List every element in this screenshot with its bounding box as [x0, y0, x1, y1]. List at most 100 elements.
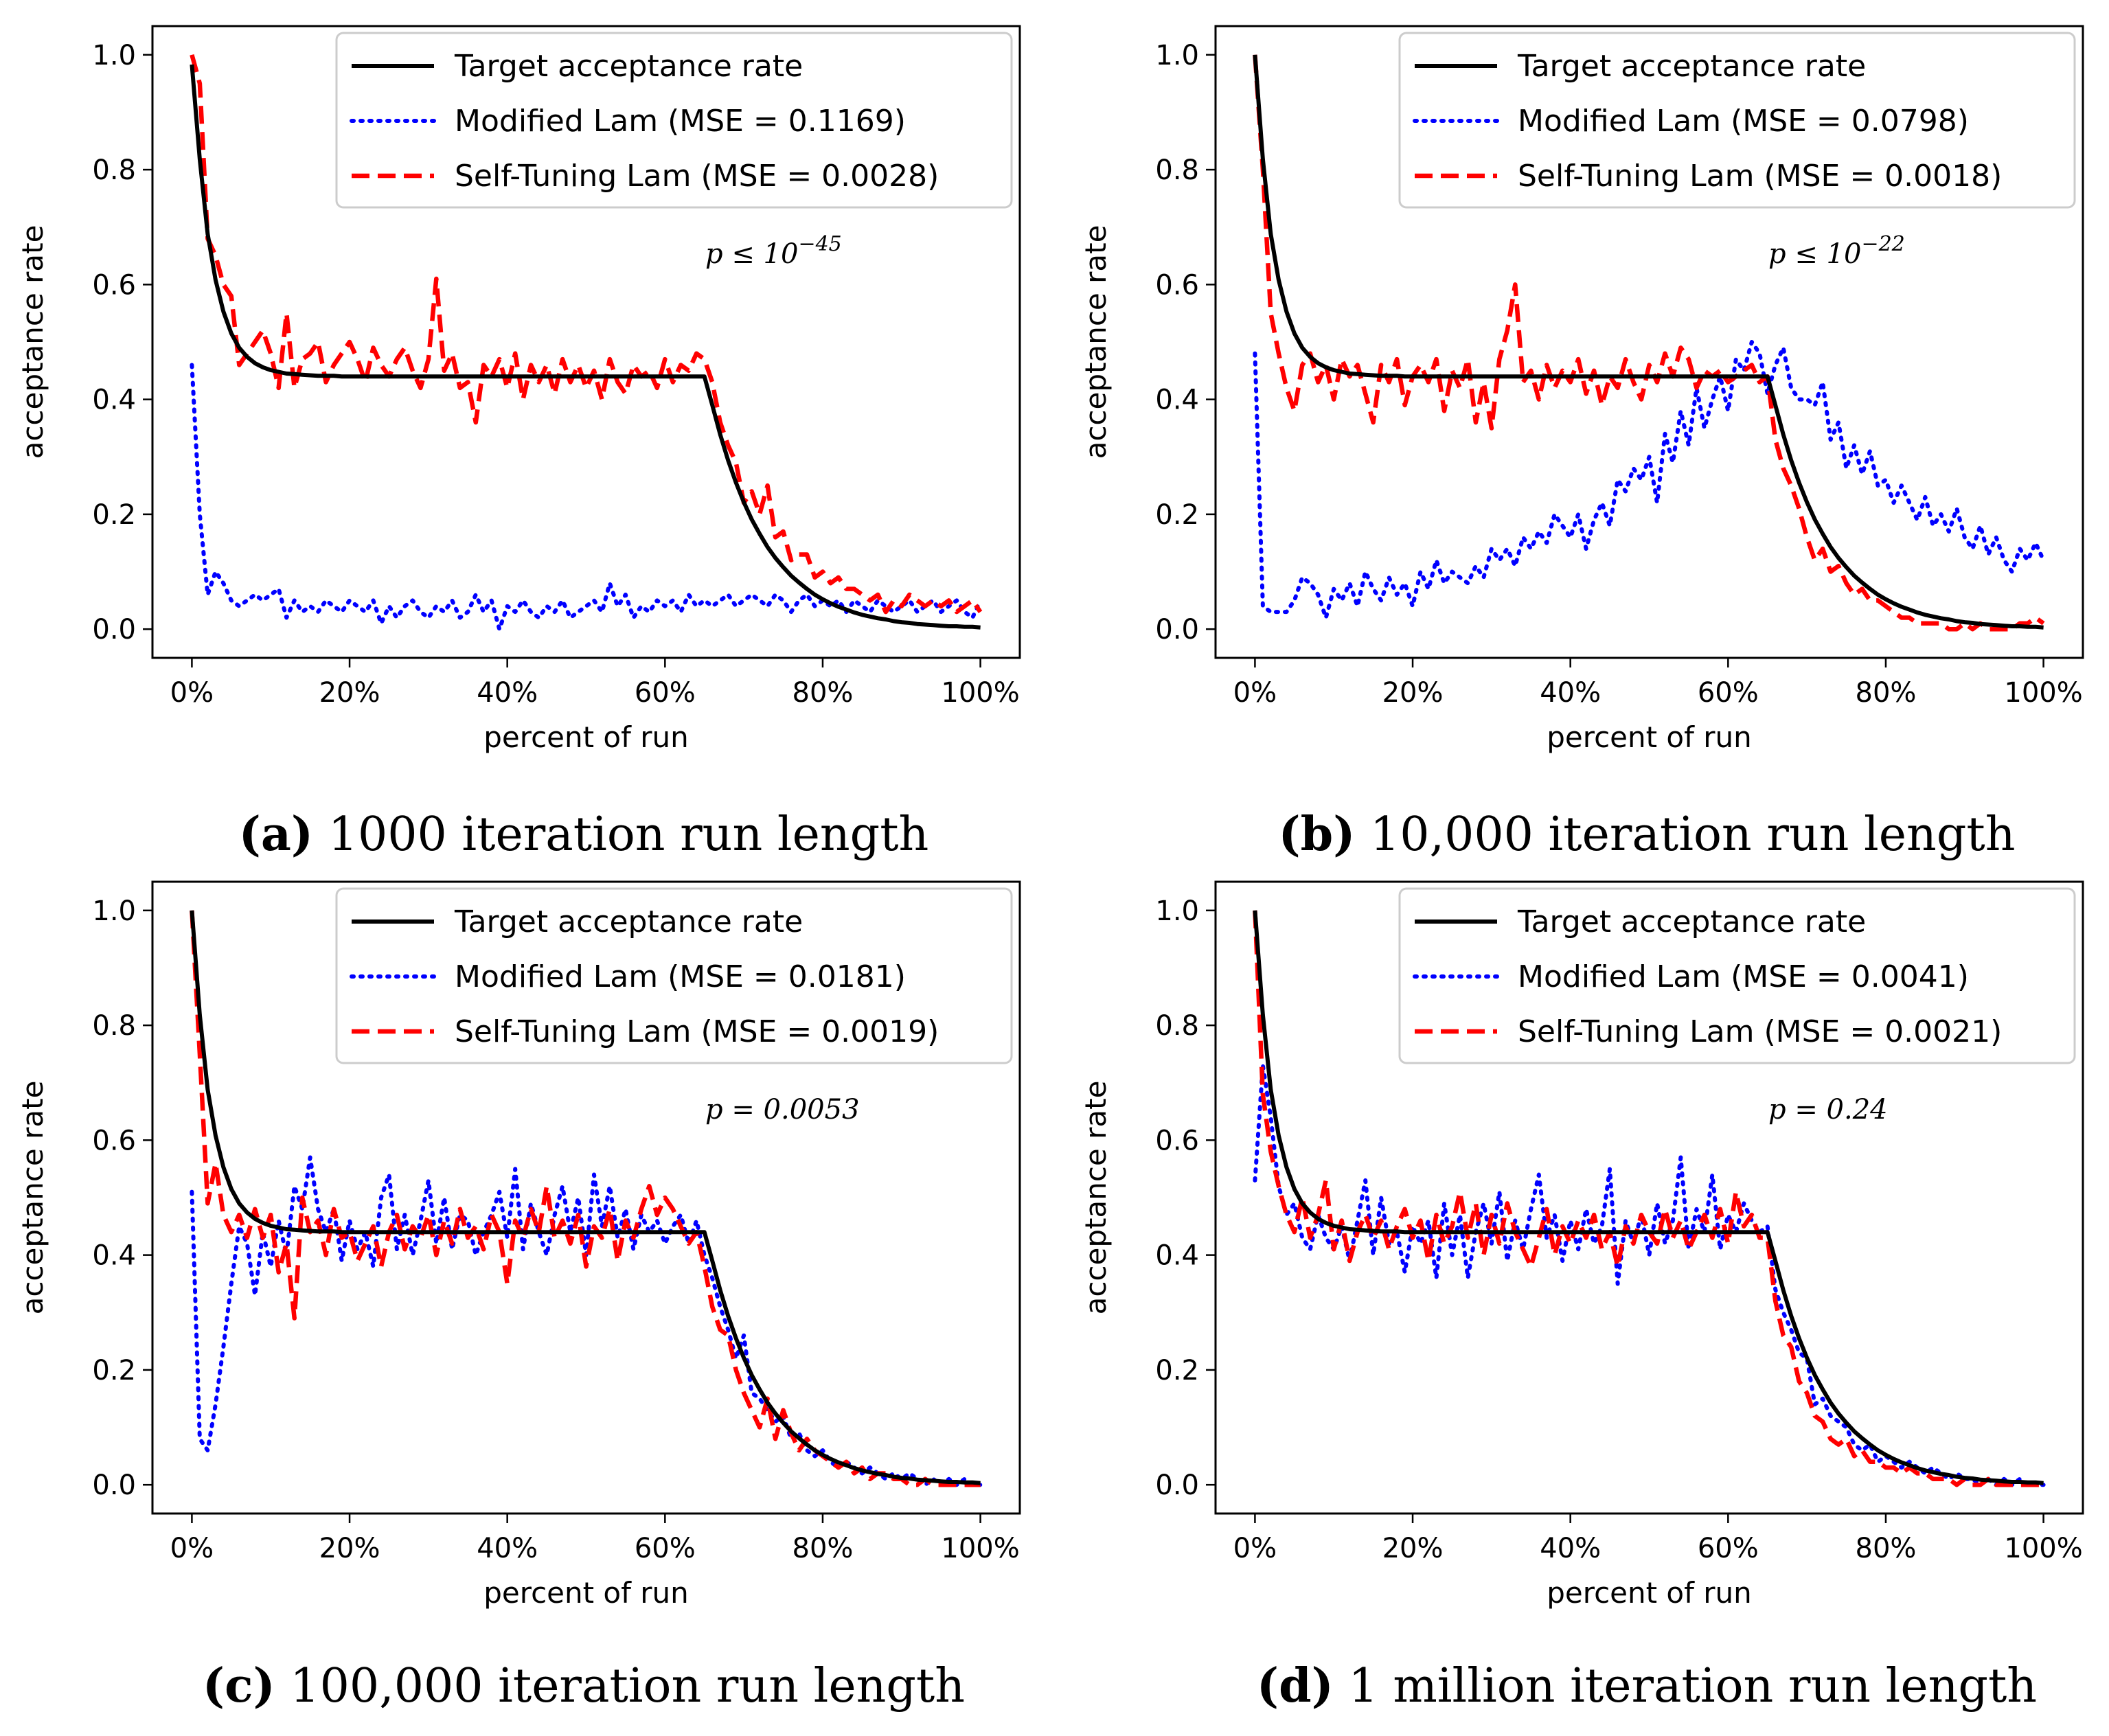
- y-tick-label: 0.0: [92, 614, 136, 646]
- panel-caption: (a) 1000 iteration run length: [239, 807, 929, 862]
- plot-area: [190, 54, 983, 632]
- legend-label: Modified Lam (MSE = 0.0181): [455, 959, 906, 994]
- y-tick-label: 0.2: [1155, 499, 1199, 531]
- chart-panel-a: 0% 20% 40% 60% 80% 100% 0.0 0.2 0.4 0.6 0.8 1.0 perc…: [16, 25, 1021, 862]
- plot-area: [190, 910, 983, 1487]
- y-tick-label: 0.2: [92, 1355, 136, 1386]
- x-tick-label: 80%: [1856, 1533, 1917, 1564]
- y-tick-label: 0.4: [92, 1240, 136, 1272]
- legend-box: [1398, 887, 2076, 1064]
- y-tick-label: 0.0: [1155, 1470, 1199, 1501]
- x-tick-label: 100%: [2004, 1533, 2082, 1564]
- axes-frame: [1214, 880, 2084, 1515]
- chart-panel-d: 0% 20% 40% 60% 80% 100% 0.0 0.2 0.4 0.6 0.8 1.0 perc…: [1079, 880, 2084, 1713]
- x-tick-label: 20%: [319, 1533, 380, 1564]
- panel-caption: (b) 10,000 iteration run length: [1278, 807, 2015, 862]
- target-line-b: [1253, 54, 2044, 630]
- legend-box: [335, 887, 1013, 1064]
- plot-area: [1253, 54, 2046, 632]
- x-tick-label: 60%: [635, 1533, 696, 1564]
- legend-label: Target acceptance rate: [1517, 904, 1866, 939]
- x-tick-label: 0%: [170, 1533, 214, 1564]
- target-line-c: [190, 910, 981, 1485]
- x-axis-label: percent of run: [483, 1576, 689, 1610]
- x-tick-label: 20%: [319, 677, 380, 709]
- chart-panel-b: 0% 20% 40% 60% 80% 100% 0.0 0.2 0.4 0.6 0.8 1.0 perc…: [1079, 25, 2084, 862]
- y-tick-label: 0.2: [1155, 1355, 1199, 1386]
- x-tick-label: 100%: [941, 677, 1019, 709]
- x-tick-label: 60%: [635, 677, 696, 709]
- y-axis-label: acceptance rate: [16, 1081, 49, 1315]
- target-line-a: [190, 64, 981, 630]
- y-tick-label: 0.8: [1155, 1010, 1199, 1042]
- modified-lam-line-d: [1253, 1063, 2046, 1487]
- y-tick-label: 1.0: [1155, 40, 1199, 71]
- y-tick-label: 0.8: [92, 1010, 136, 1042]
- x-tick-label: 0%: [1233, 1533, 1277, 1564]
- y-tick-label: 0.6: [1155, 1125, 1199, 1156]
- legend-label: Modified Lam (MSE = 0.0041): [1518, 959, 1969, 994]
- x-tick-label: 40%: [1540, 1533, 1601, 1564]
- self-tuning-lam-line-a: [190, 54, 983, 615]
- y-tick-label: 0.4: [1155, 1240, 1199, 1272]
- y-tick-label: 0.8: [92, 155, 136, 186]
- legend-label: Self-Tuning Lam (MSE = 0.0028): [455, 159, 939, 194]
- target-line-d: [1253, 910, 2044, 1485]
- x-tick-label: 40%: [1540, 677, 1601, 709]
- panel-caption: (c) 100,000 iteration run length: [203, 1658, 965, 1713]
- x-axis-label: percent of run: [1547, 720, 1752, 754]
- p-value-annotation: p ≤ 10−45: [705, 232, 842, 270]
- axes-frame: [1214, 25, 2084, 659]
- y-tick-label: 0.2: [92, 499, 136, 531]
- y-tick-label: 0.6: [92, 269, 136, 301]
- y-axis-label: acceptance rate: [1079, 225, 1113, 459]
- y-tick-label: 0.0: [1155, 614, 1199, 646]
- legend-label: Modified Lam (MSE = 0.1169): [455, 104, 906, 139]
- p-value-annotation: p = 0.0053: [705, 1094, 860, 1126]
- y-tick-label: 0.0: [92, 1470, 136, 1501]
- legend-label: Target acceptance rate: [454, 49, 803, 84]
- x-tick-label: 60%: [1698, 1533, 1759, 1564]
- x-tick-label: 100%: [2004, 677, 2082, 709]
- y-tick-label: 0.4: [92, 385, 136, 416]
- x-tick-label: 40%: [477, 677, 538, 709]
- y-axis-label: acceptance rate: [1079, 1081, 1113, 1315]
- y-tick-label: 1.0: [1155, 895, 1199, 927]
- legend-label: Self-Tuning Lam (MSE = 0.0021): [1518, 1014, 2002, 1049]
- self-tuning-lam-line-d: [1253, 910, 2044, 1487]
- legend-box: [335, 32, 1013, 209]
- legend-label: Target acceptance rate: [454, 904, 803, 939]
- legend-box: [1398, 32, 2076, 209]
- x-tick-label: 80%: [793, 677, 854, 709]
- axes-frame: [151, 880, 1021, 1515]
- y-tick-label: 1.0: [92, 895, 136, 927]
- axes-frame: [151, 25, 1021, 659]
- x-tick-label: 40%: [477, 1533, 538, 1564]
- x-axis-label: percent of run: [483, 720, 689, 754]
- y-tick-label: 1.0: [92, 40, 136, 71]
- modified-lam-line-b: [1253, 340, 2046, 620]
- x-tick-label: 80%: [793, 1533, 854, 1564]
- chart-panel-c: 0% 20% 40% 60% 80% 100% 0.0 0.2 0.4 0.6 0.8 1.0 perc…: [16, 880, 1021, 1713]
- y-tick-label: 0.4: [1155, 385, 1199, 416]
- y-axis-label: acceptance rate: [16, 225, 49, 459]
- p-value-annotation: p = 0.24: [1768, 1094, 1888, 1126]
- modified-lam-line-c: [190, 1155, 983, 1487]
- y-tick-label: 0.8: [1155, 155, 1199, 186]
- legend-label: Self-Tuning Lam (MSE = 0.0019): [455, 1014, 939, 1049]
- plot-area: [1253, 910, 2046, 1487]
- self-tuning-lam-line-c: [190, 910, 981, 1487]
- legend-label: Target acceptance rate: [1517, 49, 1866, 84]
- x-tick-label: 100%: [941, 1533, 1019, 1564]
- panel-caption: (d) 1 million iteration run length: [1257, 1658, 2037, 1713]
- p-value-annotation: p ≤ 10−22: [1768, 232, 1905, 270]
- modified-lam-line-a: [190, 363, 983, 632]
- x-tick-label: 20%: [1382, 1533, 1444, 1564]
- x-tick-label: 0%: [170, 677, 214, 709]
- legend-label: Modified Lam (MSE = 0.0798): [1518, 104, 1969, 139]
- x-tick-label: 60%: [1698, 677, 1759, 709]
- x-tick-label: 0%: [1233, 677, 1277, 709]
- legend-label: Self-Tuning Lam (MSE = 0.0018): [1518, 159, 2002, 194]
- y-tick-label: 0.6: [92, 1125, 136, 1156]
